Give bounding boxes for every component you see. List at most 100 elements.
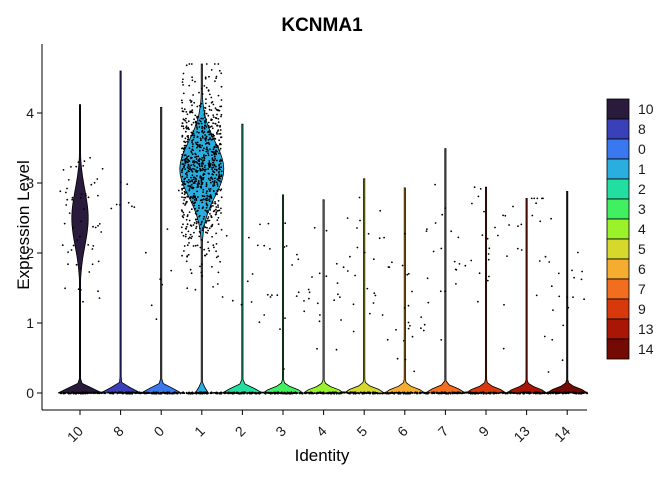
data-point: [214, 168, 216, 171]
data-point: [192, 195, 195, 197]
zero-point: [283, 391, 286, 394]
zero-point: [478, 392, 481, 395]
data-point: [220, 188, 223, 191]
data-point: [583, 298, 585, 301]
data-point: [248, 236, 250, 239]
data-point: [70, 166, 72, 168]
data-point: [213, 152, 216, 154]
zero-point: [125, 392, 128, 395]
data-point: [181, 107, 184, 110]
data-point: [217, 223, 220, 226]
data-point: [187, 230, 190, 233]
data-point: [198, 131, 200, 134]
data-point: [215, 193, 218, 195]
zero-point: [368, 391, 371, 394]
data-point: [217, 146, 220, 149]
data-point: [387, 266, 390, 268]
data-point: [211, 157, 214, 160]
data-point: [316, 302, 319, 305]
data-point: [199, 144, 201, 146]
data-point: [217, 121, 220, 124]
legend-swatch: [606, 198, 630, 220]
data-point: [271, 294, 273, 296]
data-point: [205, 182, 208, 184]
data-point: [197, 196, 199, 198]
data-point: [313, 226, 316, 229]
zero-point: [167, 391, 170, 394]
data-point: [221, 296, 224, 298]
data-point: [210, 215, 213, 217]
data-point: [91, 263, 94, 266]
x-tick-label: 3: [272, 423, 289, 440]
zero-point: [506, 392, 509, 395]
data-point: [185, 125, 188, 128]
data-point: [185, 121, 188, 124]
data-point: [195, 220, 198, 223]
data-point: [199, 146, 202, 149]
zero-point: [85, 392, 88, 394]
data-point: [186, 174, 189, 176]
zero-point: [111, 392, 114, 394]
data-point: [194, 218, 197, 221]
data-point: [359, 219, 361, 222]
data-point: [572, 296, 574, 299]
zero-point: [130, 392, 132, 395]
data-point: [201, 263, 203, 265]
data-point: [378, 237, 381, 240]
data-point: [186, 223, 189, 226]
zero-point: [549, 392, 551, 394]
data-point: [342, 266, 345, 269]
data-point: [204, 76, 207, 79]
data-point: [212, 133, 215, 136]
y-tick-label: 3: [26, 175, 34, 191]
data-point: [187, 159, 190, 162]
data-point: [256, 244, 259, 247]
data-point: [407, 321, 410, 324]
data-point: [185, 157, 188, 160]
data-point: [204, 138, 207, 141]
zero-point: [89, 391, 92, 394]
data-point: [263, 244, 266, 247]
data-point: [68, 212, 71, 215]
data-point: [191, 79, 194, 82]
data-point: [209, 190, 211, 192]
data-point: [202, 218, 205, 220]
zero-point: [385, 392, 388, 395]
data-point: [199, 176, 202, 179]
data-point: [535, 202, 537, 205]
data-point: [181, 210, 184, 213]
data-point: [196, 244, 199, 247]
data-point: [220, 181, 222, 183]
zero-point: [229, 391, 231, 394]
data-point: [203, 147, 205, 150]
zero-point: [246, 392, 249, 395]
data-point: [92, 245, 95, 247]
data-point: [488, 275, 490, 278]
data-point: [335, 262, 338, 265]
data-point: [194, 196, 197, 199]
zero-point: [232, 391, 234, 394]
data-point: [216, 133, 218, 135]
data-point: [205, 202, 208, 205]
data-point: [212, 161, 215, 164]
data-point: [219, 132, 222, 135]
violin-1: [179, 63, 225, 394]
data-point: [193, 134, 196, 137]
zero-point: [534, 391, 537, 394]
data-point: [195, 158, 198, 160]
data-point: [192, 186, 195, 189]
data-point: [217, 129, 220, 132]
data-point: [214, 80, 216, 82]
data-point: [203, 154, 205, 156]
data-point: [207, 216, 210, 218]
data-point: [215, 117, 218, 120]
data-point: [191, 148, 194, 151]
zero-point: [454, 391, 456, 394]
data-point: [202, 117, 204, 120]
data-point: [201, 156, 204, 159]
data-point: [198, 204, 200, 207]
x-tick-label: 9: [475, 423, 492, 440]
data-point: [208, 227, 211, 230]
data-point: [217, 178, 220, 180]
data-point: [201, 181, 204, 184]
